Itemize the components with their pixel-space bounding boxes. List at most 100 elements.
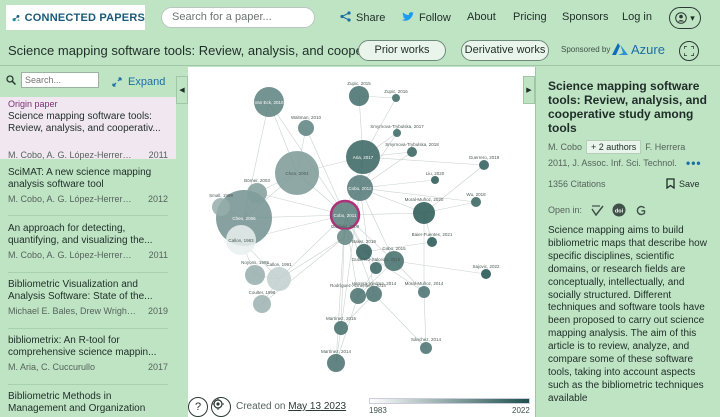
share-button[interactable]: Share <box>340 11 385 25</box>
graph-node[interactable]: Smyrnova-Trybulska, 2018 <box>385 142 439 157</box>
node-circle[interactable] <box>247 183 267 203</box>
node-circle[interactable] <box>253 295 271 313</box>
paper-item[interactable]: Bibliometric Visualization and Analysis … <box>0 279 176 324</box>
graph-node[interactable]: Börner, 2003 <box>244 178 270 203</box>
graph-node[interactable]: Cobo, 2015 <box>382 246 406 271</box>
graph-node[interactable]: Chen, 2004 <box>275 151 319 195</box>
node-circle[interactable] <box>346 140 380 174</box>
last-author[interactable]: F. Herrera <box>645 142 686 152</box>
help-button[interactable]: ? <box>188 397 208 417</box>
graph-node[interactable]: Guerrero, 2019 <box>469 155 500 170</box>
graph-node[interactable]: Waltman, 2010 <box>291 115 322 136</box>
graph-node[interactable]: Callon, 1983 <box>226 225 256 255</box>
derivative-works-button[interactable]: Derivative works <box>461 40 549 61</box>
paper-item[interactable]: SciMAT: A new science mapping analysis s… <box>0 167 176 212</box>
graph-node[interactable]: Zupic, 2016 <box>384 89 408 102</box>
node-circle[interactable] <box>392 94 400 102</box>
node-circle[interactable] <box>370 262 382 274</box>
node-circle[interactable] <box>418 286 430 298</box>
node-circle[interactable] <box>431 176 439 184</box>
graph-node[interactable]: Liu, 2020 <box>426 171 445 184</box>
node-circle[interactable] <box>275 151 319 195</box>
login-link[interactable]: Log in <box>622 11 652 23</box>
node-circle[interactable] <box>393 129 401 137</box>
node-circle[interactable] <box>366 286 382 302</box>
graph-node[interactable]: Aria, 2017 <box>346 140 380 174</box>
graph-node[interactable]: Rodríguez-Armentero, 2014 <box>330 283 386 304</box>
graph-node[interactable]: Moral-Muñoz, 2020 <box>405 197 444 224</box>
sponsors-link[interactable]: Sponsors <box>562 11 608 23</box>
node-circle[interactable] <box>420 342 432 354</box>
graph-node[interactable]: Noyons, 1999 <box>241 260 269 285</box>
node-circle[interactable] <box>267 267 291 291</box>
azure-sponsor-link[interactable]: Azure <box>612 42 665 57</box>
more-options-icon[interactable]: ••• <box>686 156 702 170</box>
node-circle[interactable] <box>347 175 373 201</box>
node-circle[interactable] <box>413 202 435 224</box>
node-label: Baier-Fuentes, 2021 <box>412 232 453 237</box>
graph-node[interactable]: Gutiérrez-Salcedo, 2018 <box>352 257 401 274</box>
node-circle[interactable] <box>212 198 230 216</box>
node-circle[interactable] <box>350 288 366 304</box>
graph-node[interactable]: Garfield, 2009 <box>331 224 360 245</box>
recenter-button[interactable] <box>211 397 231 417</box>
list-search-input[interactable] <box>21 72 99 88</box>
node-circle[interactable] <box>356 244 372 260</box>
first-author[interactable]: M. Cobo <box>548 142 583 152</box>
more-authors-button[interactable]: + 2 authors <box>586 140 642 154</box>
expand-list-button[interactable]: Expand <box>112 76 165 88</box>
google-scholar-icon[interactable] <box>634 203 648 217</box>
node-circle[interactable] <box>245 265 265 285</box>
doi-icon[interactable]: doi <box>612 203 626 217</box>
graph-node[interactable]: Smyrnova-Trybulska, 2017 <box>370 124 424 137</box>
node-circle[interactable] <box>407 147 417 157</box>
node-circle[interactable] <box>427 237 437 247</box>
graph-node[interactable]: Cobo, 2012 <box>347 175 373 201</box>
about-link[interactable]: About <box>467 11 496 23</box>
node-circle[interactable] <box>337 229 353 245</box>
node-circle[interactable] <box>334 321 348 335</box>
graph-node[interactable]: Baier-Fuentes, 2021 <box>412 232 453 247</box>
graph-node[interactable]: Sajovic, 2022 <box>472 264 500 279</box>
prior-works-button[interactable]: Prior works <box>358 40 446 61</box>
node-label: Martínez, 2015 <box>326 316 357 321</box>
graph-node[interactable]: Coulter, 1998 <box>249 290 276 313</box>
graph-node[interactable]: Wu, 2018 <box>466 192 486 207</box>
graph-node[interactable]: Callon, 1991 <box>266 262 292 291</box>
paper-item-origin[interactable]: Origin paper Science mapping software to… <box>0 97 176 160</box>
node-circle[interactable] <box>226 225 256 255</box>
paper-item[interactable]: Bibliometric Methods in Management and O… <box>0 391 176 417</box>
node-circle[interactable] <box>327 354 345 372</box>
graph-node[interactable]: Zupic, 2015 <box>347 81 371 106</box>
graph-node[interactable]: Van Eck, 2010 <box>254 87 284 117</box>
node-circle[interactable] <box>254 87 284 117</box>
paper-search-input[interactable]: Search for a paper... <box>161 7 315 28</box>
similarity-graph[interactable]: Cobo, 2011 Cobo, 2012 Chen, 2006 Chen, 2004… <box>188 67 535 393</box>
node-circle[interactable] <box>479 160 489 170</box>
graph-node[interactable]: Martínez, 2015 <box>326 316 357 335</box>
node-circle[interactable] <box>349 86 369 106</box>
follow-button[interactable]: Follow <box>402 11 451 25</box>
paper-item[interactable]: bibliometrix: An R-tool for comprehensiv… <box>0 335 176 380</box>
user-menu-button[interactable]: ▾ <box>669 7 701 29</box>
graph-node[interactable]: Herrera-Viedma, 2014 <box>352 281 397 302</box>
node-circle[interactable] <box>298 120 314 136</box>
collapse-left-panel-button[interactable]: ◀ <box>176 76 188 104</box>
pricing-link[interactable]: Pricing <box>513 11 547 23</box>
node-circle[interactable] <box>471 197 481 207</box>
graph-node[interactable]: Martínez, 2014 <box>321 349 352 372</box>
graph-canvas[interactable]: Cobo, 2011 Cobo, 2012 Chen, 2006 Chen, 2004… <box>188 67 535 417</box>
graph-node[interactable]: Bales, 2019 <box>352 239 376 260</box>
semantic-scholar-icon[interactable] <box>590 203 604 217</box>
created-date-link[interactable]: May 13 2023 <box>288 401 347 412</box>
paper-item[interactable]: An approach for detecting, quantifying, … <box>0 223 176 268</box>
connected-papers-logo[interactable]: CONNECTED PAPERS <box>6 5 145 30</box>
fullscreen-button[interactable] <box>679 41 699 61</box>
save-button[interactable]: Save <box>666 178 700 189</box>
node-circle[interactable] <box>384 251 404 271</box>
collapse-right-panel-button[interactable]: ▶ <box>523 76 535 104</box>
graph-node[interactable]: Small, 1999 <box>209 193 233 216</box>
graph-node[interactable]: Sánchez, 2014 <box>411 337 442 354</box>
node-circle[interactable] <box>481 269 491 279</box>
graph-node[interactable]: Moral-Muñoz, 2014 <box>405 281 444 298</box>
